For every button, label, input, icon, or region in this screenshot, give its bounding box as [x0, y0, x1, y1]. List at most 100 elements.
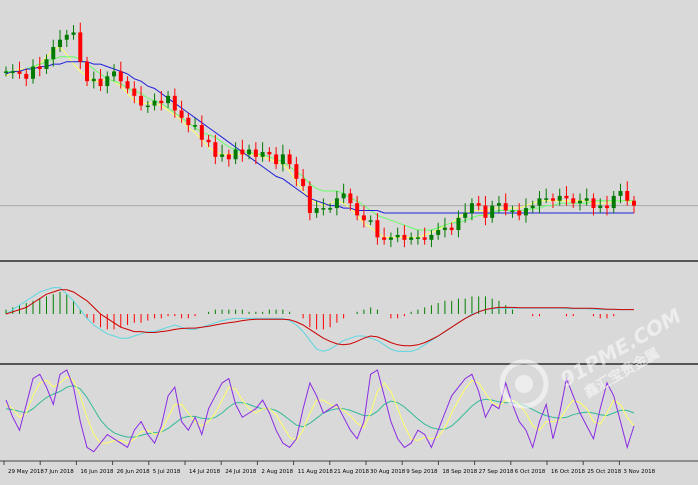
candle-body [172, 95, 177, 111]
candle-body [483, 205, 488, 218]
candle-body [118, 71, 123, 82]
candle-body [112, 71, 117, 77]
candle-body [523, 208, 528, 216]
x-tick-label: 24 Jul 2018 [225, 469, 257, 475]
candle-body [314, 208, 319, 213]
candle-body [220, 154, 225, 157]
candle-body [98, 78, 103, 87]
stochastic-main-line [5, 369, 635, 453]
candle-body [375, 220, 380, 238]
candle-body [24, 73, 29, 79]
stochastic-signal-line-1 [5, 376, 635, 444]
candle-body [584, 198, 589, 201]
candle-body [193, 125, 198, 127]
candle-body [4, 71, 8, 73]
candle-body [152, 100, 157, 106]
candle-body [625, 191, 630, 201]
x-tick-label: 14 Jul 2018 [189, 469, 221, 475]
candle-body [166, 95, 171, 104]
candle-body [598, 205, 603, 209]
candle-body [442, 227, 447, 231]
candle-body [550, 198, 555, 201]
moving-average-line-2 [6, 56, 634, 231]
candle-body [294, 164, 299, 179]
candle-body [199, 125, 204, 140]
candle-body [388, 237, 393, 240]
moving-average-line-3 [5, 61, 634, 214]
candle-body [449, 227, 454, 231]
candle-body [280, 154, 285, 165]
candle-body [476, 203, 481, 206]
candle-body [409, 237, 414, 240]
x-tick-label: 16 Oct 2018 [551, 469, 586, 475]
candle-body [355, 203, 360, 216]
candle-body [463, 212, 468, 218]
candle-body [17, 71, 22, 74]
candle-body [10, 71, 15, 73]
candle-body [179, 110, 184, 118]
logo-icon [499, 359, 549, 409]
candle-body [490, 205, 495, 218]
x-tick-label: 26 Jun 2018 [117, 469, 151, 475]
candle-body [456, 217, 461, 231]
x-tick-label: 18 Sep 2018 [442, 469, 477, 475]
candle-body [206, 139, 211, 143]
candle-body [307, 186, 312, 213]
signal-line [5, 289, 634, 347]
candle-body [632, 200, 636, 206]
candle-body [544, 198, 549, 200]
candle-body [496, 203, 501, 206]
x-tick-label: 27 Sep 2018 [479, 469, 514, 475]
candle-body [253, 149, 258, 157]
candle-body [85, 61, 90, 82]
candle-body [503, 203, 508, 211]
candle-body [429, 234, 434, 240]
x-tick-label: 2 Aug 2018 [261, 469, 293, 475]
x-tick-label: 3 Nov 2018 [623, 469, 655, 475]
x-axis: 29 May 2018 7 Jun 2018 16 Jun 2018 26 Jun 2… [3, 461, 656, 475]
candle-body [260, 151, 265, 157]
candle-body [64, 34, 69, 40]
candle-body [287, 154, 292, 165]
candle-body [361, 215, 366, 221]
candle-body [78, 32, 83, 62]
macd-panel [5, 287, 634, 352]
candle-body [91, 78, 96, 82]
x-tick-label: 5 Jul 2018 [153, 469, 181, 475]
candle-body [368, 220, 373, 222]
candle-body [402, 234, 407, 240]
candle-body [334, 198, 339, 209]
candle-body [341, 193, 346, 199]
x-tick-label: 16 Jun 2018 [80, 469, 114, 475]
candle-body [51, 47, 56, 60]
candle-body [71, 32, 76, 35]
x-tick-label: 25 Oct 2018 [587, 469, 622, 475]
candle-body [604, 205, 609, 209]
candle-body [233, 149, 238, 160]
candle-body [422, 237, 427, 240]
candle-body [132, 88, 137, 96]
candle-body [105, 76, 110, 87]
x-tick-label: 21 Aug 2018 [334, 469, 370, 475]
candle-body [159, 100, 164, 104]
candle-body [328, 208, 333, 210]
candle-body [591, 198, 596, 209]
candle-body [415, 237, 420, 239]
candle-body [436, 230, 441, 235]
x-tick-label: 9 Sep 2018 [406, 469, 438, 475]
candle-body [321, 208, 326, 210]
candle-body [382, 237, 387, 240]
candle-body [301, 178, 306, 187]
candle-body [31, 66, 36, 79]
candle-body [247, 149, 252, 155]
candle-body [611, 195, 616, 209]
candle-body [571, 198, 576, 204]
candle-body [226, 154, 231, 160]
candle-body [537, 198, 542, 206]
candle-body [530, 205, 535, 209]
candle-body [564, 195, 569, 199]
candle-body [145, 105, 150, 108]
candle-body [618, 191, 623, 196]
